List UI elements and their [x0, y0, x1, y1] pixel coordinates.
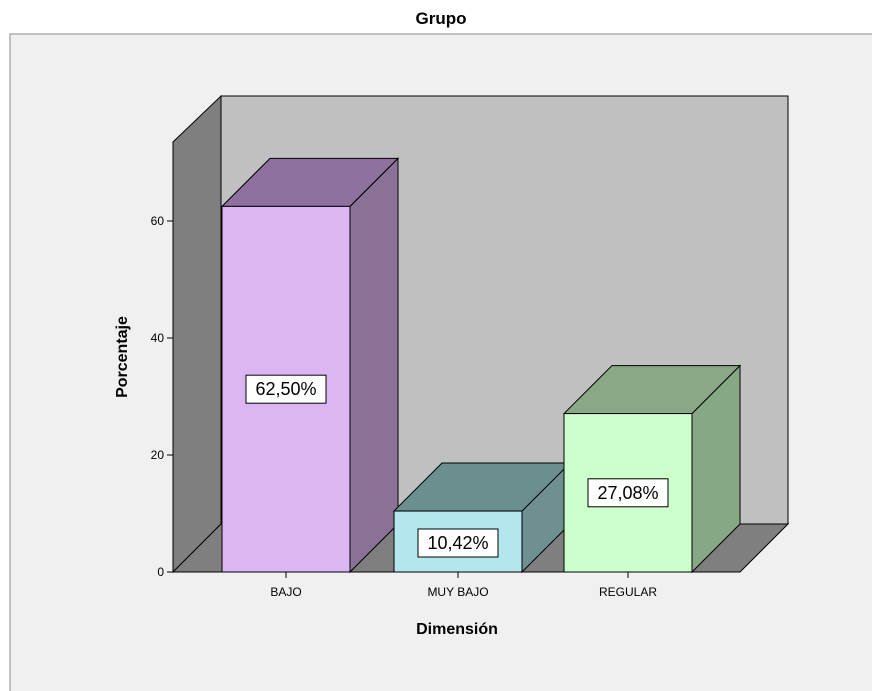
bar-muy-bajo [392, 461, 572, 574]
data-label-box [245, 374, 327, 404]
y-tick-label: 20 [151, 448, 165, 462]
data-label-box [417, 528, 499, 558]
data-label: 27,08% [587, 478, 669, 508]
data-label-text: 62,50% [255, 379, 316, 399]
data-label: 62,50% [245, 374, 327, 404]
chart-title: Grupo [416, 9, 467, 28]
bar-side-face [349, 157, 399, 574]
y-tick-label: 60 [151, 214, 165, 228]
x-axis-title: Dimensión [416, 621, 498, 638]
y-tick-label: 0 [157, 565, 164, 579]
x-tick-label: BAJO [270, 585, 301, 599]
data-label-text: 10,42% [427, 533, 488, 553]
data-label: 10,42% [417, 528, 499, 558]
y-axis-title: Porcentaje [114, 316, 131, 398]
data-label-box [587, 478, 669, 508]
side-wall [172, 94, 222, 574]
y-tick-label: 40 [151, 331, 165, 345]
data-label-text: 27,08% [597, 483, 658, 503]
x-tick-label: MUY BAJO [427, 585, 488, 599]
bar-bajo [220, 157, 400, 574]
bar-regular [562, 364, 742, 574]
x-tick-label: REGULAR [599, 585, 657, 599]
